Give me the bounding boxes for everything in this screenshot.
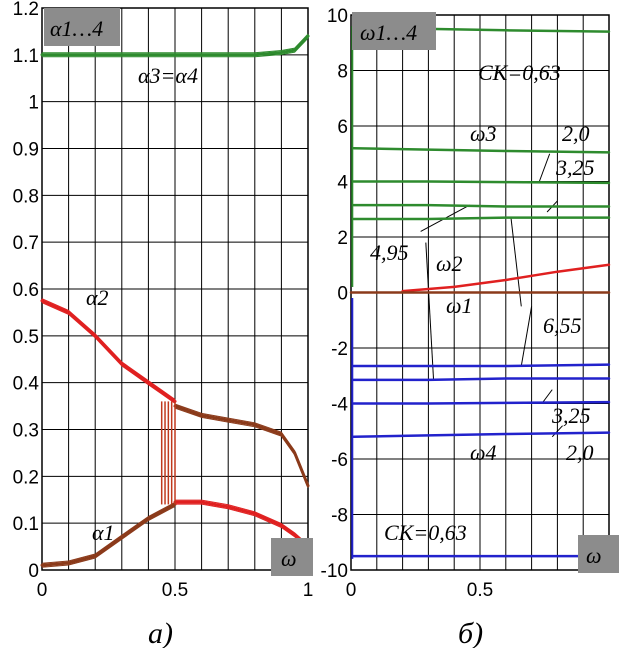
panel-a-series-strand xyxy=(42,37,309,58)
panel-a-series-strand xyxy=(41,505,176,568)
annotation-3-25-top: 3,25 xyxy=(555,155,595,180)
annotation-alpha3-alpha4: α3=α4 xyxy=(138,63,198,88)
annotation-omega4: ω4 xyxy=(470,440,497,465)
annotation-ck-top: CK=0,63 xyxy=(478,60,561,85)
annotation-alpha2: α2 xyxy=(86,285,109,310)
x-title-box-b xyxy=(578,535,619,573)
panel-b: -10 -8 -6 -4 -2 0 2 4 6 8 10 0 0.5 ω1…4 ω CK=0,63 ω3… xyxy=(321,6,619,648)
panel-a-ticks: 0 0.1 0.2 0.3 0.4 0.5 0.6 0.7 0.8 0.9 1 1.1 1.2 0 0.5 1 xyxy=(13,0,314,601)
panel-b-series-line xyxy=(352,146,611,154)
panel-b-y-tick-label: -10 xyxy=(321,561,348,582)
annotation-6-55: 6,55 xyxy=(543,313,582,338)
panel-b-y-tick-label: 8 xyxy=(337,62,348,83)
panel-a-x-tick-label: 0.5 xyxy=(162,580,188,601)
panel-a-y-tick-label: 1.2 xyxy=(13,0,39,20)
panel-a-x-tick-label: 1 xyxy=(303,580,314,601)
annotation-3-25-bottom: 3,25 xyxy=(551,403,591,428)
panel-b-y-tick-label: 0 xyxy=(337,284,348,305)
panel-b-y-tick-label: 6 xyxy=(337,117,348,138)
panel-a-series-line xyxy=(173,500,310,549)
y-title-box-a xyxy=(44,8,120,46)
panel-b-leader-line xyxy=(520,306,533,367)
panel-b-y-tick-label: -2 xyxy=(331,339,348,360)
panel-b-leader-line xyxy=(425,242,435,380)
panel-b-leader-line xyxy=(541,389,553,404)
annotation-2-0-top: 2,0 xyxy=(562,121,590,146)
panel-a-y-tick-label: 0.6 xyxy=(13,280,39,301)
panel-b-series-line xyxy=(352,400,611,405)
panel-b-y-tick-label: 4 xyxy=(337,173,348,194)
panel-b-series xyxy=(349,26,611,559)
annotation-2-0-bottom: 2,0 xyxy=(566,440,594,465)
panel-a-y-tick-label: 0.2 xyxy=(13,467,39,488)
panel-a-series-strand xyxy=(41,501,176,564)
panel-a-series-line xyxy=(40,34,310,57)
panel-a-y-tick-label: 0.1 xyxy=(13,514,39,535)
panel-a-series-strand xyxy=(175,499,309,545)
panel-a-series-strand xyxy=(174,403,309,484)
x-title-box-a xyxy=(271,538,313,576)
panel-caption-a: a) xyxy=(148,617,173,648)
panel-a-series-line xyxy=(40,502,177,567)
panel-a-series-strand xyxy=(41,298,176,400)
panel-b-series-line xyxy=(352,203,611,208)
annotation-omega3: ω3 xyxy=(470,121,497,146)
panel-b-y-tick-label: 10 xyxy=(327,6,348,27)
panel-a-y-tick-label: 0 xyxy=(28,561,39,582)
panel-b-y-tick-label: -6 xyxy=(331,450,348,471)
panel-a-y-tick-label: 0.5 xyxy=(13,327,39,348)
x-title-a: ω xyxy=(281,546,297,571)
panel-b-leader-line xyxy=(538,153,551,182)
panel-a-y-tick-label: 0.8 xyxy=(13,186,39,207)
panel-a-series-line xyxy=(40,299,177,403)
panel-a-series-strand xyxy=(42,33,309,54)
panel-a-series xyxy=(40,33,310,568)
panel-b-x-tick-label: 0.5 xyxy=(467,580,493,601)
y-title-a: α1…4 xyxy=(50,16,103,41)
annotation-ck-bottom: CK=0,63 xyxy=(384,520,467,545)
panel-a-y-tick-label: 0.9 xyxy=(13,140,39,161)
panel-b-x-tick-label: 0 xyxy=(346,580,357,601)
panel-a-series-strand xyxy=(41,302,176,404)
panel-b-series-line xyxy=(352,180,611,185)
panel-a-y-tick-label: 0.3 xyxy=(13,421,39,442)
panel-a-y-tick-label: 1.1 xyxy=(13,46,39,67)
panel-b-y-tick-label: -8 xyxy=(331,506,348,527)
panel-a-x-tick-label: 0 xyxy=(37,580,48,601)
panel-a-y-tick-label: 0.4 xyxy=(13,374,40,395)
annotation-alpha1: α1 xyxy=(92,520,115,545)
panel-b-y-tick-label: -4 xyxy=(331,395,348,416)
y-title-box-b xyxy=(352,12,436,50)
panel-a-y-tick-label: 1 xyxy=(28,93,39,114)
panel-b-series-line xyxy=(352,216,611,221)
panel-b-leader-lines xyxy=(420,153,563,438)
panel-a-series-line xyxy=(173,404,310,488)
panel-a-series-strand xyxy=(175,503,309,549)
panel-b-y-tick-label: 2 xyxy=(337,228,348,249)
annotation-omega1: ω1 xyxy=(446,293,473,318)
panel-b-series-line xyxy=(352,363,611,368)
y-title-b: ω1…4 xyxy=(360,20,417,45)
annotation-4-95: 4,95 xyxy=(370,240,409,265)
panel-caption-b: б) xyxy=(458,617,483,648)
panel-b-series-line xyxy=(401,263,611,293)
panel-b-leader-line xyxy=(551,425,563,438)
panel-a-series-strand xyxy=(174,407,309,488)
panel-b-series-line xyxy=(352,431,611,439)
panel-a: 0 0.1 0.2 0.3 0.4 0.5 0.6 0.7 0.8 0.9 1 1.1 1.2 0 0.5 1… xyxy=(13,0,314,648)
x-title-b: ω xyxy=(586,543,602,568)
panel-a-y-tick-label: 0.7 xyxy=(13,233,39,254)
annotation-omega2: ω2 xyxy=(436,251,463,276)
panel-b-series-line xyxy=(352,377,611,382)
panel-b-ticks: -10 -8 -6 -4 -2 0 2 4 6 8 10 0 0.5 xyxy=(321,6,494,601)
